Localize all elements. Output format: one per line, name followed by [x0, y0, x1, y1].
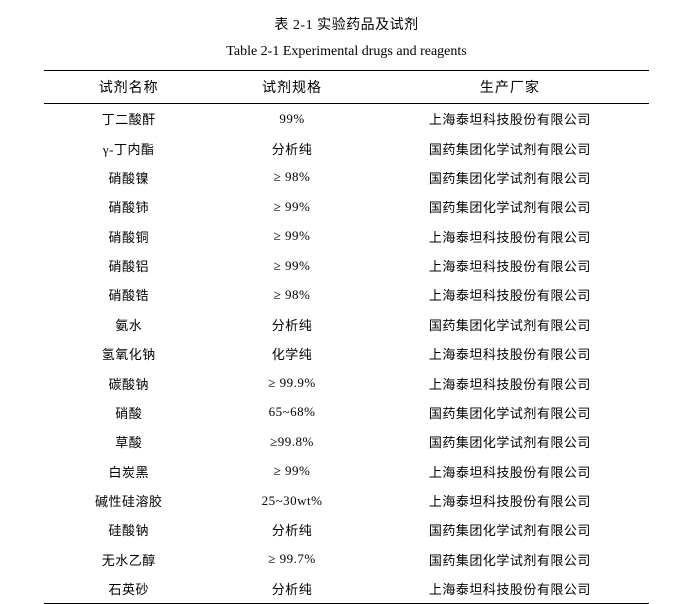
table-row: 白炭黑≥ 99%上海泰坦科技股份有限公司 [44, 457, 649, 486]
cell-name: 碳酸钠 [44, 368, 213, 397]
cell-name: 硝酸镍 [44, 163, 213, 192]
table-row: 草酸≥99.8%国药集团化学试剂有限公司 [44, 427, 649, 456]
cell-name: 氨水 [44, 310, 213, 339]
cell-name: 硝酸铝 [44, 251, 213, 280]
table-caption-cn: 表 2-1 实验药品及试剂 [44, 14, 649, 34]
cell-spec: 化学纯 [213, 339, 370, 368]
cell-name: γ-丁内酯 [44, 133, 213, 162]
col-header-mfr: 生产厂家 [371, 71, 649, 104]
table-body: 丁二酸酐99%上海泰坦科技股份有限公司 γ-丁内酯分析纯国药集团化学试剂有限公司… [44, 104, 649, 604]
cell-mfr: 国药集团化学试剂有限公司 [371, 163, 649, 192]
table-row: 硝酸65~68%国药集团化学试剂有限公司 [44, 398, 649, 427]
cell-spec: ≥ 99.9% [213, 368, 370, 397]
cell-spec: 65~68% [213, 398, 370, 427]
page-container: { "caption": { "cn": "表 2-1 实验药品及试剂", "e… [0, 0, 693, 563]
cell-mfr: 上海泰坦科技股份有限公司 [371, 251, 649, 280]
cell-mfr: 上海泰坦科技股份有限公司 [371, 368, 649, 397]
table-row: 硝酸铈≥ 99%国药集团化学试剂有限公司 [44, 192, 649, 221]
cell-name: 石英砂 [44, 574, 213, 604]
cell-mfr: 上海泰坦科技股份有限公司 [371, 222, 649, 251]
table-row: 硝酸镍≥ 98%国药集团化学试剂有限公司 [44, 163, 649, 192]
table-row: 碱性硅溶胶25~30wt%上海泰坦科技股份有限公司 [44, 486, 649, 515]
cell-name: 无水乙醇 [44, 545, 213, 574]
cell-spec: ≥ 98% [213, 163, 370, 192]
cell-spec: 分析纯 [213, 515, 370, 544]
cell-name: 丁二酸酐 [44, 104, 213, 134]
cell-name: 碱性硅溶胶 [44, 486, 213, 515]
table-row: 丁二酸酐99%上海泰坦科技股份有限公司 [44, 104, 649, 134]
cell-mfr: 国药集团化学试剂有限公司 [371, 310, 649, 339]
cell-name: 白炭黑 [44, 457, 213, 486]
cell-name: 草酸 [44, 427, 213, 456]
cell-mfr: 上海泰坦科技股份有限公司 [371, 280, 649, 309]
cell-name: 氢氧化钠 [44, 339, 213, 368]
cell-mfr: 上海泰坦科技股份有限公司 [371, 339, 649, 368]
cell-spec: ≥ 98% [213, 280, 370, 309]
table-row: 硅酸钠分析纯国药集团化学试剂有限公司 [44, 515, 649, 544]
table-row: 硝酸铜≥ 99%上海泰坦科技股份有限公司 [44, 222, 649, 251]
table-row: 氢氧化钠化学纯上海泰坦科技股份有限公司 [44, 339, 649, 368]
cell-spec: ≥ 99% [213, 222, 370, 251]
cell-mfr: 上海泰坦科技股份有限公司 [371, 104, 649, 134]
cell-mfr: 国药集团化学试剂有限公司 [371, 133, 649, 162]
table-row: γ-丁内酯分析纯国药集团化学试剂有限公司 [44, 133, 649, 162]
cell-spec: ≥99.8% [213, 427, 370, 456]
cell-mfr: 国药集团化学试剂有限公司 [371, 427, 649, 456]
cell-mfr: 国药集团化学试剂有限公司 [371, 515, 649, 544]
cell-mfr: 上海泰坦科技股份有限公司 [371, 457, 649, 486]
cell-name: 硝酸铈 [44, 192, 213, 221]
cell-name: 硅酸钠 [44, 515, 213, 544]
reagents-table: 试剂名称 试剂规格 生产厂家 丁二酸酐99%上海泰坦科技股份有限公司 γ-丁内酯… [44, 70, 649, 604]
table-row: 硝酸锆≥ 98%上海泰坦科技股份有限公司 [44, 280, 649, 309]
cell-mfr: 国药集团化学试剂有限公司 [371, 192, 649, 221]
col-header-spec: 试剂规格 [213, 71, 370, 104]
cell-mfr: 国药集团化学试剂有限公司 [371, 545, 649, 574]
cell-name: 硝酸铜 [44, 222, 213, 251]
cell-spec: 分析纯 [213, 574, 370, 604]
col-header-name: 试剂名称 [44, 71, 213, 104]
cell-name: 硝酸 [44, 398, 213, 427]
table-header-row: 试剂名称 试剂规格 生产厂家 [44, 71, 649, 104]
cell-spec: 分析纯 [213, 310, 370, 339]
cell-spec: ≥ 99.7% [213, 545, 370, 574]
cell-spec: ≥ 99% [213, 457, 370, 486]
table-caption-en: Table 2-1 Experimental drugs and reagent… [44, 44, 649, 60]
cell-spec: 99% [213, 104, 370, 134]
cell-spec: 25~30wt% [213, 486, 370, 515]
cell-spec: 分析纯 [213, 133, 370, 162]
table-row: 石英砂分析纯上海泰坦科技股份有限公司 [44, 574, 649, 604]
cell-mfr: 上海泰坦科技股份有限公司 [371, 486, 649, 515]
table-row: 碳酸钠≥ 99.9%上海泰坦科技股份有限公司 [44, 368, 649, 397]
cell-name: 硝酸锆 [44, 280, 213, 309]
cell-mfr: 国药集团化学试剂有限公司 [371, 398, 649, 427]
table-row: 氨水分析纯国药集团化学试剂有限公司 [44, 310, 649, 339]
cell-spec: ≥ 99% [213, 192, 370, 221]
cell-spec: ≥ 99% [213, 251, 370, 280]
table-row: 硝酸铝≥ 99%上海泰坦科技股份有限公司 [44, 251, 649, 280]
cell-mfr: 上海泰坦科技股份有限公司 [371, 574, 649, 604]
table-row: 无水乙醇≥ 99.7%国药集团化学试剂有限公司 [44, 545, 649, 574]
